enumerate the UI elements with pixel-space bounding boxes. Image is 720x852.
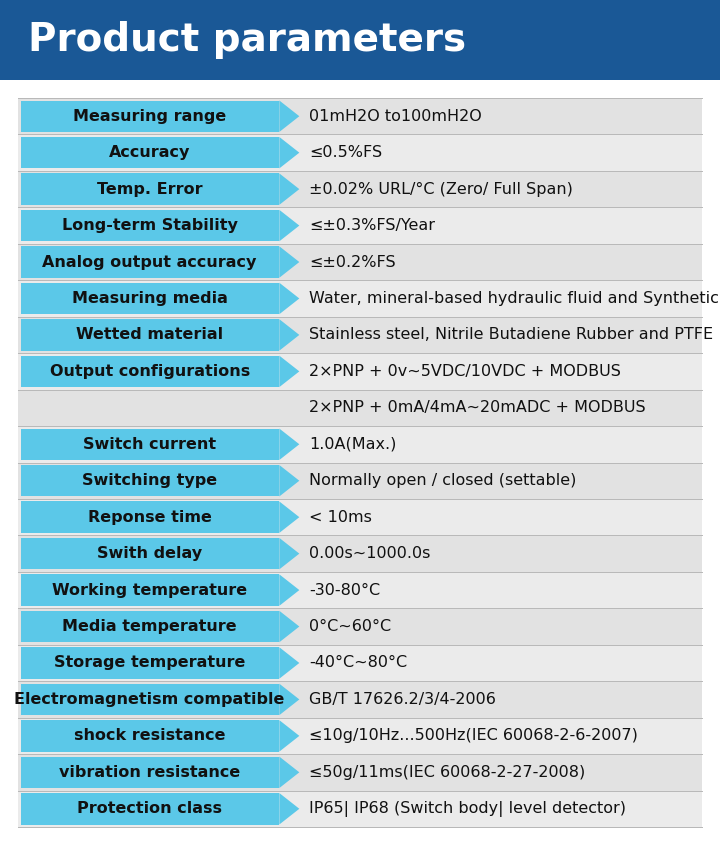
Polygon shape — [279, 210, 300, 241]
Bar — [21, 683, 279, 715]
Bar — [18, 608, 702, 645]
Polygon shape — [279, 320, 300, 351]
Bar — [18, 389, 702, 426]
Text: ±0.02% URL/°C (Zero/ Full Span): ±0.02% URL/°C (Zero/ Full Span) — [310, 181, 573, 197]
Text: 1.0A(Max.): 1.0A(Max.) — [310, 437, 397, 452]
Bar — [21, 320, 279, 351]
Polygon shape — [279, 611, 300, 642]
Text: Measuring media: Measuring media — [72, 291, 228, 306]
Text: Stainless steel, Nitrile Butadiene Rubber and PTFE: Stainless steel, Nitrile Butadiene Rubbe… — [310, 327, 714, 343]
Text: Electromagnetism compatible: Electromagnetism compatible — [14, 692, 285, 707]
Bar — [21, 283, 279, 314]
Text: Normally open / closed (settable): Normally open / closed (settable) — [310, 473, 577, 488]
Bar — [21, 174, 279, 204]
Bar — [18, 98, 702, 135]
Text: Temp. Error: Temp. Error — [97, 181, 202, 197]
Text: 0.00s~1000.0s: 0.00s~1000.0s — [310, 546, 431, 561]
Bar — [21, 429, 279, 460]
Bar — [18, 463, 702, 499]
Text: GB/T 17626.2/3/4-2006: GB/T 17626.2/3/4-2006 — [310, 692, 496, 707]
Polygon shape — [279, 793, 300, 825]
Bar — [21, 502, 279, 532]
Text: 2×PNP + 0mA/4mA~20mADC + MODBUS: 2×PNP + 0mA/4mA~20mADC + MODBUS — [310, 400, 646, 415]
Bar — [21, 246, 279, 278]
Bar — [21, 355, 279, 387]
Text: Output configurations: Output configurations — [50, 364, 250, 379]
Polygon shape — [279, 137, 300, 169]
Bar — [21, 465, 279, 497]
Bar — [21, 793, 279, 825]
Text: Water, mineral-based hydraulic fluid and Synthetic oil: Water, mineral-based hydraulic fluid and… — [310, 291, 720, 306]
Bar — [21, 101, 279, 132]
Text: ≤±0.3%FS/Year: ≤±0.3%FS/Year — [310, 218, 436, 233]
Text: Measuring range: Measuring range — [73, 109, 226, 124]
Bar — [21, 757, 279, 788]
Text: Switch current: Switch current — [83, 437, 216, 452]
Polygon shape — [279, 355, 300, 387]
Bar — [18, 499, 702, 535]
Bar — [18, 353, 702, 389]
Text: ≤10g/10Hz...500Hz(IEC 60068-2-6-2007): ≤10g/10Hz...500Hz(IEC 60068-2-6-2007) — [310, 728, 638, 744]
Text: 0°C~60°C: 0°C~60°C — [310, 619, 392, 634]
Bar — [18, 317, 702, 353]
Text: shock resistance: shock resistance — [74, 728, 225, 744]
Polygon shape — [279, 429, 300, 460]
Text: 01mH2O to100mH2O: 01mH2O to100mH2O — [310, 109, 482, 124]
Polygon shape — [279, 174, 300, 204]
Bar — [18, 135, 702, 171]
Bar — [18, 171, 702, 207]
Text: Media temperature: Media temperature — [63, 619, 237, 634]
Polygon shape — [279, 720, 300, 751]
Text: Analog output accuracy: Analog output accuracy — [42, 255, 257, 269]
Bar — [18, 791, 702, 827]
Bar — [21, 648, 279, 679]
Text: -40°C~80°C: -40°C~80°C — [310, 655, 408, 671]
Polygon shape — [279, 574, 300, 606]
Text: Swith delay: Swith delay — [97, 546, 202, 561]
Text: Accuracy: Accuracy — [109, 145, 190, 160]
Polygon shape — [279, 757, 300, 788]
Text: Wetted material: Wetted material — [76, 327, 223, 343]
Bar — [0, 0, 720, 80]
Text: Storage temperature: Storage temperature — [54, 655, 246, 671]
Bar — [21, 720, 279, 751]
Bar — [18, 682, 702, 717]
Text: ≤50g/11ms(IEC 60068-2-27-2008): ≤50g/11ms(IEC 60068-2-27-2008) — [310, 765, 585, 780]
Text: ≤±0.2%FS: ≤±0.2%FS — [310, 255, 396, 269]
Bar — [18, 207, 702, 244]
Polygon shape — [279, 283, 300, 314]
Bar — [18, 645, 702, 682]
Text: ≤0.5%FS: ≤0.5%FS — [310, 145, 382, 160]
Bar — [21, 210, 279, 241]
Bar — [18, 280, 702, 317]
Polygon shape — [279, 538, 300, 569]
Text: Product parameters: Product parameters — [28, 21, 466, 59]
Text: 2×PNP + 0v~5VDC/10VDC + MODBUS: 2×PNP + 0v~5VDC/10VDC + MODBUS — [310, 364, 621, 379]
Text: -30-80°C: -30-80°C — [310, 583, 380, 597]
Text: < 10ms: < 10ms — [310, 509, 372, 525]
Bar — [21, 137, 279, 169]
Text: Working temperature: Working temperature — [52, 583, 247, 597]
Bar — [21, 574, 279, 606]
Text: IP65| IP68 (Switch body| level detector): IP65| IP68 (Switch body| level detector) — [310, 801, 626, 817]
Bar — [18, 572, 702, 608]
Bar — [21, 611, 279, 642]
Text: Reponse time: Reponse time — [88, 509, 212, 525]
Text: Switching type: Switching type — [82, 473, 217, 488]
Polygon shape — [279, 101, 300, 132]
Bar — [18, 426, 702, 463]
Text: Protection class: Protection class — [77, 801, 222, 816]
Bar — [18, 244, 702, 280]
Polygon shape — [279, 502, 300, 532]
Polygon shape — [279, 465, 300, 497]
Polygon shape — [279, 246, 300, 278]
Polygon shape — [279, 648, 300, 679]
Text: vibration resistance: vibration resistance — [59, 765, 240, 780]
Bar — [18, 535, 702, 572]
Text: Long-term Stability: Long-term Stability — [62, 218, 238, 233]
Polygon shape — [279, 683, 300, 715]
Bar — [18, 754, 702, 791]
Bar — [18, 717, 702, 754]
Bar — [21, 538, 279, 569]
